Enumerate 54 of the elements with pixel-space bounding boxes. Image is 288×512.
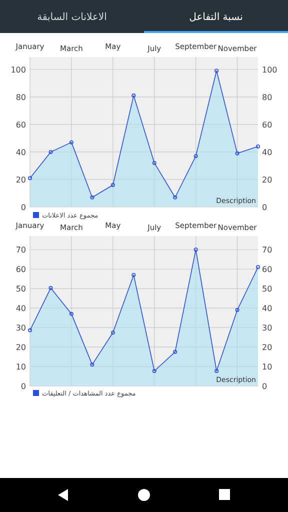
y2-tick-label: 100 — [262, 65, 278, 74]
y2-tick-label: 10 — [262, 362, 272, 372]
point — [152, 369, 156, 373]
point — [173, 195, 178, 200]
text: نسبة التفاعل — [189, 12, 243, 23]
point — [152, 160, 156, 165]
point — [69, 140, 74, 144]
y2-tick-label: 30 — [262, 324, 272, 333]
y-tick-label: 0 — [20, 382, 26, 391]
point — [28, 328, 32, 332]
y2-tick-label: 80 — [262, 92, 272, 102]
point — [256, 265, 260, 270]
y-tick-label: 50 — [16, 284, 26, 294]
point — [194, 248, 198, 252]
y-tick-label: 70 — [16, 246, 26, 255]
point — [69, 312, 74, 316]
point — [173, 350, 178, 354]
point — [256, 144, 260, 148]
point — [214, 68, 219, 73]
point — [90, 362, 94, 367]
point — [110, 330, 115, 335]
y2-tick-label: 50 — [262, 284, 272, 294]
y-tick-label: 10 — [16, 362, 26, 372]
point — [235, 151, 240, 156]
y2-tick-label: 70 — [262, 246, 272, 255]
point — [132, 94, 136, 98]
point — [235, 308, 240, 312]
point — [214, 369, 219, 373]
text: الاعلانات السابقة — [37, 12, 107, 23]
y-tick-label: 20 — [16, 343, 26, 352]
y2-tick-label: 0 — [262, 382, 268, 391]
point — [28, 176, 32, 180]
y-tick-label: 30 — [16, 324, 26, 333]
point — [110, 182, 115, 187]
point — [90, 195, 94, 200]
y-tick-label: 60 — [16, 120, 26, 130]
y2-tick-label: 0 — [262, 203, 268, 212]
point — [132, 272, 136, 277]
y-tick-label: 40 — [16, 304, 26, 314]
y-tick-label: 20 — [16, 175, 26, 184]
point — [48, 286, 53, 290]
y2-tick-label: 40 — [262, 304, 272, 314]
y-tick-label: 0 — [20, 203, 26, 212]
point — [48, 150, 53, 154]
y2-tick-label: 20 — [262, 175, 272, 184]
y-tick-label: 100 — [10, 65, 26, 74]
y2-tick-label: 40 — [262, 148, 272, 157]
y-tick-label: 80 — [16, 92, 26, 102]
y2-tick-label: 60 — [262, 120, 272, 130]
y-tick-label: 60 — [16, 265, 26, 274]
y2-tick-label: 20 — [262, 343, 272, 352]
y2-tick-label: 60 — [262, 265, 272, 274]
point — [194, 154, 198, 158]
y-tick-label: 40 — [16, 148, 26, 157]
